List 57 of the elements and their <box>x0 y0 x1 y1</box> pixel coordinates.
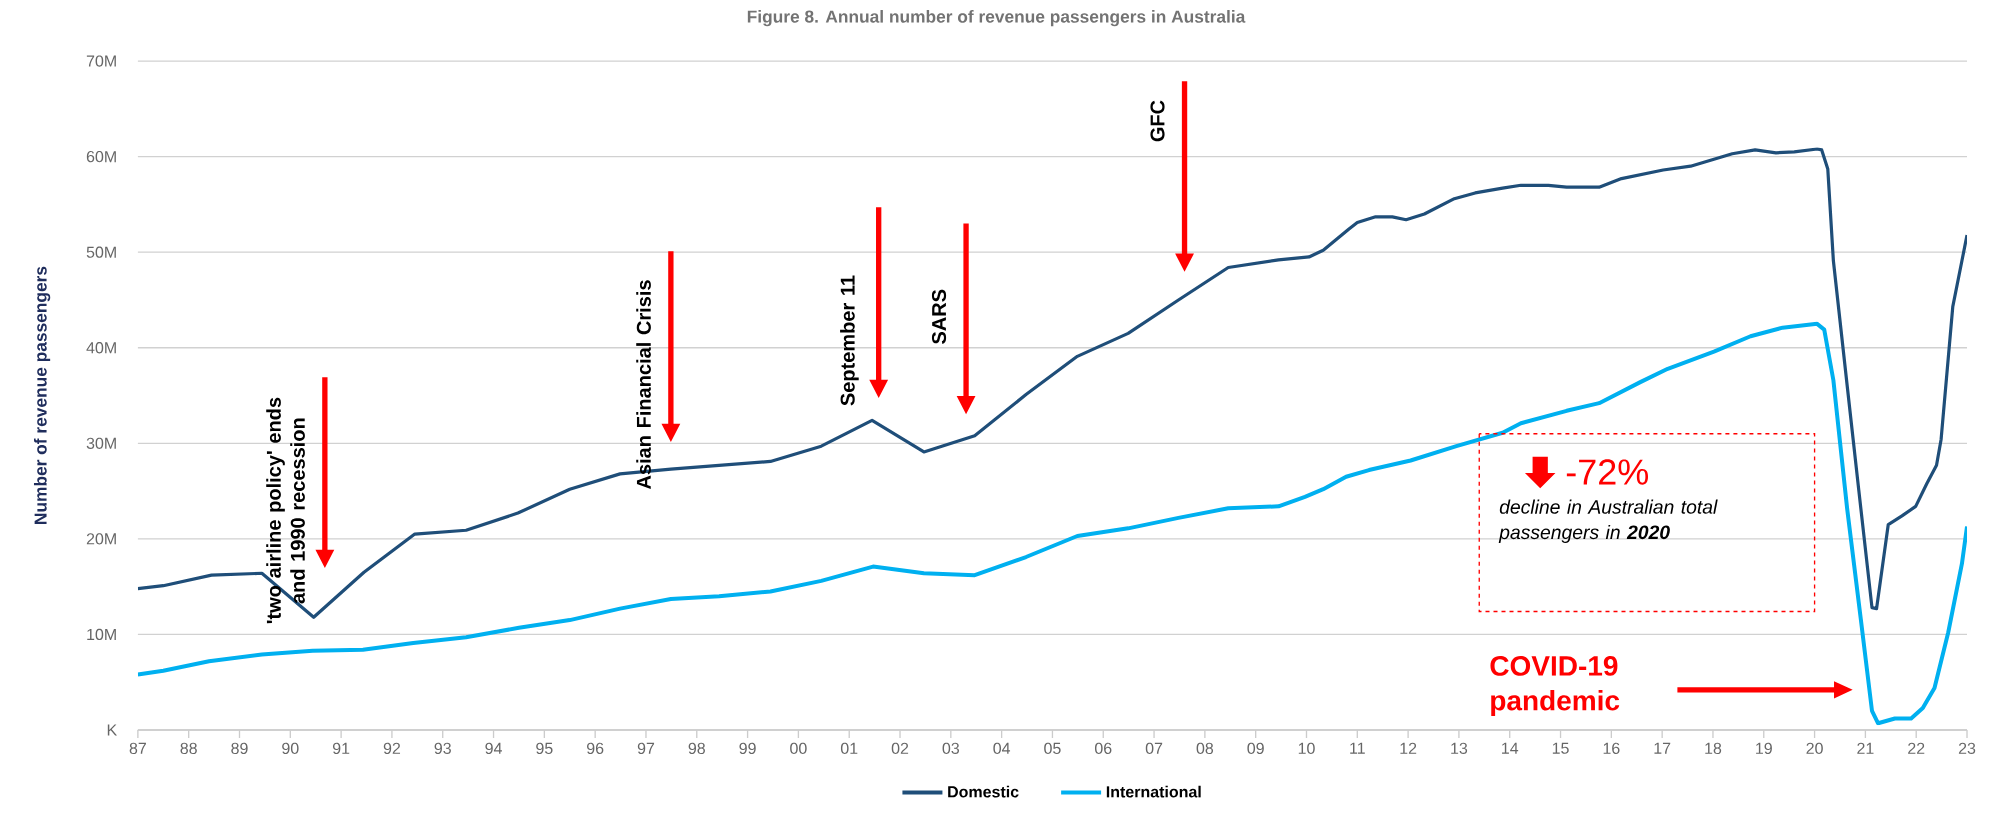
y-axis-title: Number of revenue passengers <box>33 266 51 524</box>
x-tick-label: 07 <box>1145 742 1163 755</box>
x-tick-label: 03 <box>942 742 960 755</box>
x-tick-label: 14 <box>1502 742 1519 754</box>
chart-title: Figure 8. Annual number of revenue passengers in Australia <box>747 10 1246 27</box>
x-tick-label: 15 <box>1552 742 1569 754</box>
y-tick-label: K <box>107 724 118 736</box>
x-tick-label: 92 <box>383 742 401 755</box>
x-tick-label: 99 <box>739 742 756 755</box>
y-tick-label: 50M <box>86 246 116 258</box>
x-tick-label: 18 <box>1705 742 1722 755</box>
x-tick-label: 89 <box>231 742 248 755</box>
x-tick-label: 93 <box>434 742 451 755</box>
x-tick-label: 88 <box>180 742 197 755</box>
x-tick-label: 06 <box>1094 742 1112 755</box>
x-tick-label: 17 <box>1654 742 1671 754</box>
y-tick-label: 10M <box>87 628 116 641</box>
x-tick-label: 12 <box>1400 742 1417 754</box>
x-tick-label: 01 <box>840 742 858 755</box>
annotation: GFC <box>1150 100 1165 142</box>
x-tick-label: 90 <box>282 742 299 755</box>
annotation: Asian Financial Crisis <box>636 280 651 490</box>
annotation: decline in Australian total passengers in 2020 <box>1498 499 1718 543</box>
x-tick-label: 09 <box>1247 742 1264 755</box>
annotation: SARS <box>931 289 947 344</box>
x-tick-label: 98 <box>688 742 705 755</box>
x-tick-label: 22 <box>1908 742 1925 754</box>
y-tick-label: 20M <box>86 533 116 545</box>
x-tick-label: 11 <box>1350 742 1365 754</box>
x-tick-label: 10 <box>1298 742 1315 755</box>
annotation: September 11 <box>840 275 859 406</box>
x-tick-label: 87 <box>129 742 146 755</box>
annotation: -72% <box>1566 459 1649 485</box>
x-tick-label: 04 <box>993 742 1011 755</box>
x-tick-label: 13 <box>1451 742 1468 755</box>
x-tick-label: 95 <box>536 742 553 755</box>
x-tick-label: 16 <box>1603 742 1620 755</box>
x-tick-label: 21 <box>1857 742 1874 754</box>
x-tick-label: 19 <box>1756 742 1772 755</box>
x-tick-label: 08 <box>1196 742 1214 755</box>
x-tick-label: 20 <box>1806 742 1823 755</box>
x-tick-label: 97 <box>637 742 655 755</box>
y-tick-label: 40M <box>86 342 116 354</box>
legend-label: Domestic <box>948 785 1019 798</box>
x-tick-label: 96 <box>587 742 604 755</box>
annotation: 'two airline policy' ends and 1990 recession <box>266 397 305 624</box>
x-tick-label: 23 <box>1958 742 1976 755</box>
x-tick-label: 91 <box>332 742 350 755</box>
y-tick-label: 70M <box>86 55 116 67</box>
y-tick-label: 60M <box>86 150 116 163</box>
legend-label: International <box>1106 785 1201 798</box>
y-tick-label: 30M <box>86 437 116 449</box>
x-tick-label: 05 <box>1044 742 1061 755</box>
x-tick-label: 02 <box>891 742 909 755</box>
x-tick-label: 94 <box>485 742 502 755</box>
annotation: COVID-19 pandemic <box>1490 656 1620 717</box>
x-tick-label: 00 <box>790 742 807 755</box>
